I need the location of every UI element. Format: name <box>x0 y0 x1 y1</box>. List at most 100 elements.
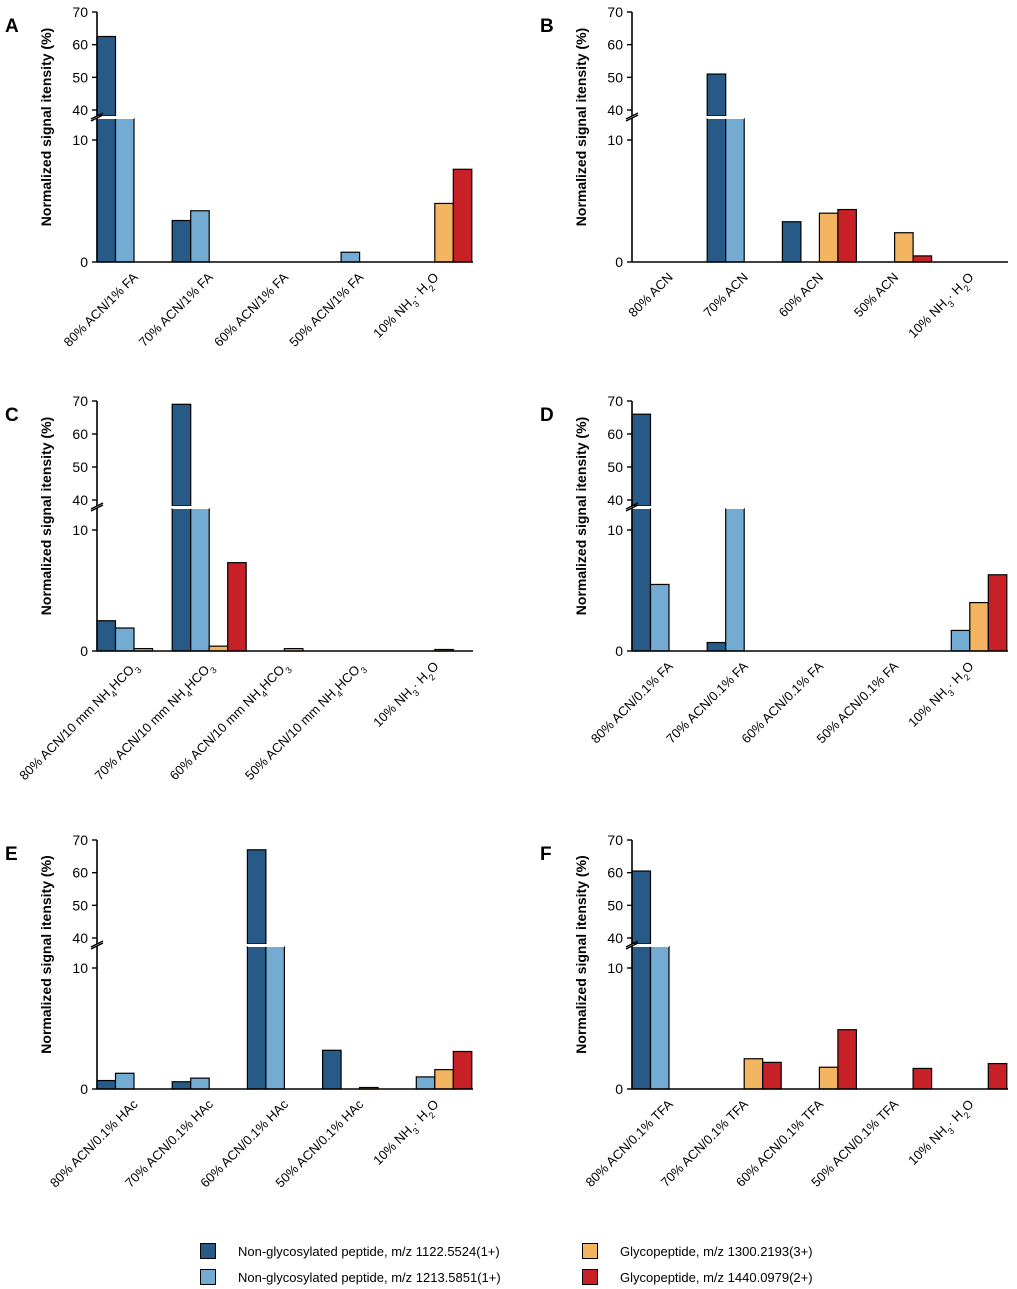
bar-D-s3-c5 <box>969 601 989 652</box>
bar-D-s2-c5 <box>950 629 971 652</box>
bar-F-s2-c1 <box>649 945 670 1090</box>
y-tick-label-D-50: 50 <box>607 459 623 475</box>
legend-swatch-1 <box>200 1243 216 1259</box>
bar-E-s2-c5 <box>415 1076 436 1090</box>
y-tick-label-A-50: 50 <box>72 69 88 85</box>
bar-F-s4-c4 <box>912 1067 933 1090</box>
panel-letter-F: F <box>540 844 552 865</box>
panel-letter-B: B <box>540 16 554 37</box>
bar-E-s2-c2 <box>190 1077 210 1090</box>
bar-D-s1-c2 <box>706 641 727 652</box>
bar-B-s4-c3 <box>837 208 858 263</box>
y-tick-label-D-10: 10 <box>607 522 623 538</box>
y-tick-label-F-70: 70 <box>607 832 623 848</box>
y-tick-label-F-0: 0 <box>615 1081 623 1097</box>
axis-break-mark-top-C <box>90 502 104 510</box>
x-tick-label-F-5: 10% NH3· H2O <box>905 1097 979 1171</box>
bar-upper-D-s1-c1 <box>631 413 652 507</box>
bar-F-s4-c5 <box>987 1062 1008 1090</box>
y-tick-label-B-60: 60 <box>607 37 623 53</box>
x-tick-label-A-2: 70% ACN/1% FA <box>136 269 216 349</box>
y-axis-label-B: Normalized signal itensity (%) <box>573 28 589 226</box>
y-axis-label-A: Normalized signal itensity (%) <box>38 28 54 226</box>
panel-letter-D: D <box>540 405 554 426</box>
bar-B-s3-c4 <box>893 232 914 263</box>
bar-upper-B-s1-c2 <box>706 73 727 117</box>
bar-D-s1-c1 <box>631 507 652 652</box>
bar-C-s1-c2 <box>171 507 192 652</box>
bar-B-s2-c2 <box>725 117 745 263</box>
y-tick-label-E-10: 10 <box>72 960 88 976</box>
y-axis-label-F: Normalized signal itensity (%) <box>573 855 589 1053</box>
panel-A: A Normalized signal itensity (%) 40 50 60 70 0… <box>5 4 474 350</box>
y-tick-label-D-40: 40 <box>607 492 623 508</box>
axis-break-mark-bottom-B <box>625 114 639 122</box>
y-tick-label-E-0: 0 <box>80 1081 88 1097</box>
x-tick-label-C-5: 10% NH3· H2O <box>370 659 444 733</box>
y-tick-label-A-0: 0 <box>80 254 88 270</box>
legend-item-1: Non-glycosylated peptide, m/z 1122.5524(… <box>200 1240 500 1262</box>
legend-label-3: Glycopeptide, m/z 1300.2193(3+) <box>620 1243 813 1259</box>
bar-B-s1-c2 <box>706 117 727 263</box>
y-tick-label-D-60: 60 <box>607 426 623 442</box>
y-tick-label-F-50: 50 <box>607 897 623 913</box>
x-tick-label-B-1: 80% ACN <box>625 270 675 320</box>
bar-B-s3-c3 <box>818 212 839 263</box>
y-tick-label-C-0: 0 <box>80 643 88 659</box>
axis-break-band-E <box>98 944 474 946</box>
bar-F-s1-c1 <box>631 945 652 1090</box>
bar-A-s1-c2 <box>171 219 192 263</box>
axis-break-band-C <box>98 506 474 508</box>
axis-break-band-D <box>633 506 1009 508</box>
y-axis-label-D: Normalized signal itensity (%) <box>573 417 589 615</box>
y-tick-label-D-0: 0 <box>615 643 623 659</box>
x-tick-label-B-5: 10% NH3· H2O <box>905 270 979 344</box>
bar-B-s1-c3 <box>781 221 802 263</box>
bar-B-s4-c4 <box>912 255 933 263</box>
x-tick-label-A-3: 60% ACN/1% FA <box>211 269 291 349</box>
axis-break-mark-bottom-A <box>90 114 104 122</box>
axis-break-band-B <box>633 116 1009 118</box>
bar-E-s1-c3 <box>246 945 267 1090</box>
bar-D-s2-c2 <box>725 507 745 652</box>
bar-A-s2-c4 <box>340 251 361 263</box>
bar-D-s2-c1 <box>649 583 670 652</box>
y-tick-label-A-10: 10 <box>72 132 88 148</box>
axis-break-mark-top-E <box>90 940 104 948</box>
y-tick-label-B-50: 50 <box>607 69 623 85</box>
panel-F: F Normalized signal itensity (%) 40 50 60 70 0… <box>540 832 1009 1190</box>
y-tick-label-E-50: 50 <box>72 897 88 913</box>
panel-C: C Normalized signal itensity (%) 40 50 60 70 0… <box>5 393 474 786</box>
axis-break-band-A <box>98 116 474 118</box>
legend-label-1: Non-glycosylated peptide, m/z 1122.5524(… <box>238 1243 500 1259</box>
bar-C-s4-c2 <box>227 562 247 652</box>
axis-break-mark-bottom-F <box>625 942 639 950</box>
bar-E-s3-c5 <box>434 1069 454 1090</box>
x-tick-label-D-5: 10% NH3· H2O <box>905 659 979 733</box>
axis-break-mark-top-D <box>625 502 639 510</box>
bar-D-s4-c5 <box>987 574 1008 652</box>
axis-break-mark-bottom-C <box>90 504 104 512</box>
x-tick-label-E-5: 10% NH3· H2O <box>370 1097 444 1171</box>
bar-F-s3-c3 <box>818 1066 839 1090</box>
x-tick-label-D-1: 80% ACN/0.1% FA <box>588 658 676 746</box>
x-tick-label-A-5: 10% NH3· H2O <box>370 270 444 344</box>
x-tick-label-C-1: 80% ACN/10 mm NH4HCO3 <box>16 659 143 786</box>
panel-E: E Normalized signal itensity (%) 40 50 60 70 0… <box>5 832 474 1190</box>
y-tick-label-A-70: 70 <box>72 4 88 20</box>
x-tick-label-D-4: 50% ACN/0.1% FA <box>814 658 902 746</box>
bar-C-s2-c1 <box>114 627 135 652</box>
bar-F-s4-c3 <box>837 1029 858 1090</box>
bar-A-s2-c2 <box>190 210 210 263</box>
y-tick-label-B-10: 10 <box>607 132 623 148</box>
y-tick-label-B-40: 40 <box>607 102 623 118</box>
x-tick-label-D-3: 60% ACN/0.1% FA <box>738 658 826 746</box>
y-axis-label-E: Normalized signal itensity (%) <box>38 855 54 1053</box>
y-tick-label-C-60: 60 <box>72 426 88 442</box>
panel-letter-A: A <box>5 16 19 37</box>
y-tick-label-C-40: 40 <box>72 492 88 508</box>
y-axis-label-C: Normalized signal itensity (%) <box>38 417 54 615</box>
y-tick-label-E-60: 60 <box>72 865 88 881</box>
legend-label-2: Non-glycosylated peptide, m/z 1213.5851(… <box>238 1269 501 1285</box>
bar-C-s1-c1 <box>96 620 117 652</box>
